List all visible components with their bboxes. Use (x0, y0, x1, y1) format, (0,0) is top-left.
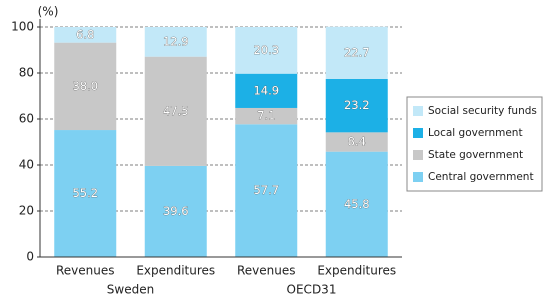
value-label: 45.8 (344, 197, 370, 211)
x-tick-label: Expenditures (136, 264, 215, 278)
bar-segment (54, 42, 117, 131)
legend-label: Social security funds (428, 105, 537, 117)
legend-label: Local government (428, 127, 523, 139)
value-label: 14.9 (253, 83, 279, 97)
bar-segment (325, 26, 388, 79)
value-label: 20.3 (253, 43, 279, 57)
value-label: 23.2 (344, 98, 370, 112)
legend-swatch (413, 150, 423, 160)
y-axis-label: (%) (38, 5, 59, 19)
y-tick-label: 0 (26, 250, 34, 264)
group-label: Sweden (107, 283, 154, 297)
value-label: 38.0 (72, 79, 98, 93)
value-label: 39.6 (163, 204, 189, 218)
value-label: 8.4 (348, 135, 366, 149)
x-tick-label: Revenues (56, 264, 115, 278)
bar-segment (325, 78, 388, 133)
y-tick-label: 40 (19, 158, 34, 172)
value-label: 57.7 (253, 183, 279, 197)
legend-swatch (413, 106, 423, 116)
legend-label: State government (428, 149, 523, 161)
legend-swatch (413, 128, 423, 138)
bar-segment (325, 151, 388, 257)
value-label: 6.8 (76, 27, 94, 41)
y-tick-label: 60 (19, 112, 34, 126)
y-tick-label: 20 (19, 204, 34, 218)
bar-segment (144, 165, 207, 257)
bar-segment (235, 73, 298, 108)
value-label: 22.7 (344, 45, 370, 59)
bar-segment (235, 107, 298, 125)
legend-box (406, 96, 543, 192)
bar-segment (54, 130, 117, 257)
value-label: 12.9 (163, 34, 189, 48)
bar-segment (235, 27, 298, 74)
y-tick-label: 100 (11, 20, 34, 34)
x-tick-label: Expenditures (317, 264, 396, 278)
y-tick-label: 80 (19, 66, 34, 80)
value-label: 55.2 (72, 186, 98, 200)
x-tick-label: Revenues (237, 264, 296, 278)
legend-swatch (413, 172, 423, 182)
value-label: 7.1 (257, 109, 275, 123)
bar-segment (54, 27, 117, 43)
legend-label: Central government (428, 171, 534, 183)
bar-segment (235, 124, 298, 257)
bar-segment (144, 27, 207, 57)
bar-segment (144, 56, 207, 166)
group-label: OECD31 (287, 283, 337, 297)
value-label: 47.5 (163, 104, 189, 118)
bar-segment (325, 132, 388, 152)
